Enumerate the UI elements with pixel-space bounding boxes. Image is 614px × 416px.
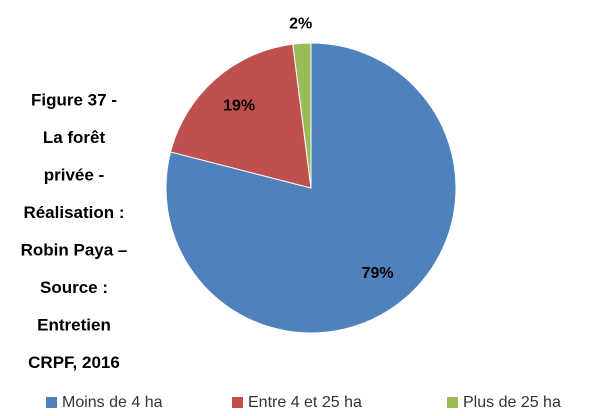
chart-title: Réalisation : — [23, 203, 124, 222]
legend-label: Moins de 4 ha — [62, 394, 163, 411]
legend-label: Plus de 25 ha — [463, 394, 561, 411]
chart-title: Figure 37 - — [31, 90, 117, 109]
chart-title: Robin Paya – — [21, 240, 128, 259]
legend-swatch — [447, 397, 458, 408]
chart-title: Source : — [40, 278, 108, 297]
chart-title: Entretien — [37, 315, 111, 334]
data-label: 2% — [289, 16, 312, 33]
pie-slice — [169, 43, 312, 189]
legend-label: Entre 4 et 25 ha — [248, 394, 362, 411]
legend-swatch — [232, 397, 243, 408]
chart-title: CRPF, 2016 — [28, 353, 120, 372]
pie-slice — [292, 42, 312, 189]
data-label: 19% — [223, 98, 255, 115]
chart-title: privée - — [44, 165, 104, 184]
chart-title: La forêt — [43, 128, 106, 147]
data-label: 79% — [362, 265, 394, 282]
legend-swatch — [46, 397, 57, 408]
